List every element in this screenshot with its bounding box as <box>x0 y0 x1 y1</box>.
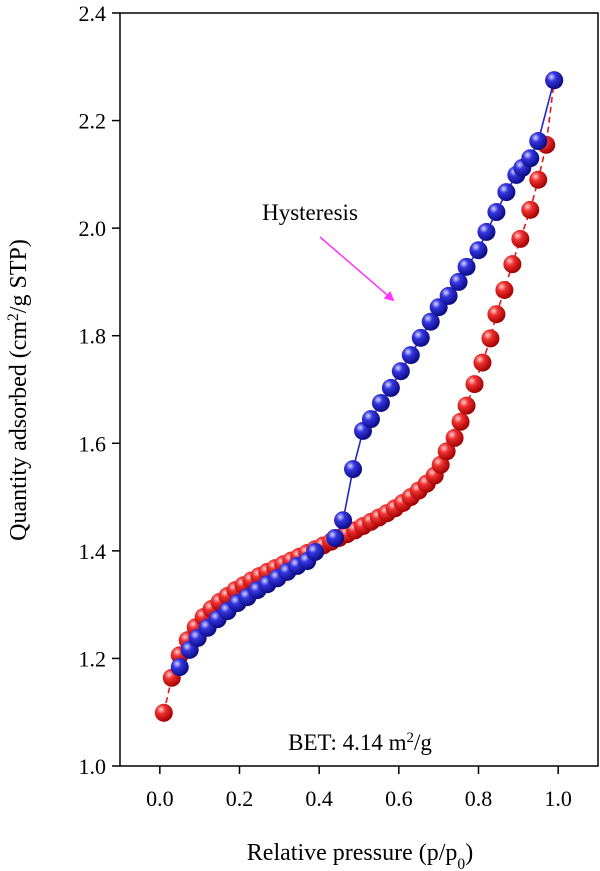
data-point <box>381 378 400 397</box>
data-point <box>326 528 345 547</box>
data-point <box>497 183 516 202</box>
annotation-part: BET: 4.14 m <box>288 730 406 755</box>
y-tick-label: 1.6 <box>79 431 107 456</box>
data-point <box>411 328 430 347</box>
x-tick-label: 1.0 <box>544 786 572 811</box>
data-point <box>361 410 380 429</box>
x-axis-label-part: ) <box>465 840 473 866</box>
data-point <box>529 170 548 189</box>
annotation-part: 2 <box>406 730 413 746</box>
annotation: BET: 4.14 m2/g <box>288 730 432 755</box>
x-tick-label: 0.0 <box>146 786 174 811</box>
x-axis-label-part: Relative pressure (p/p <box>247 840 458 866</box>
data-point <box>529 132 548 151</box>
y-axis-label-part: /g STP) <box>6 239 32 313</box>
data-point <box>477 222 496 241</box>
annotation-part: /g <box>414 730 432 755</box>
data-point <box>457 257 476 276</box>
data-point <box>449 272 468 291</box>
data-point <box>495 280 514 299</box>
data-point <box>545 71 564 90</box>
data-point <box>521 200 540 219</box>
data-point <box>437 442 456 461</box>
plot-frame <box>119 12 599 767</box>
data-point <box>401 346 420 365</box>
x-tick-label: 0.8 <box>465 786 493 811</box>
data-point <box>481 329 500 348</box>
y-tick-label: 1.0 <box>79 754 107 779</box>
annotation: Hysteresis <box>262 200 358 225</box>
y-tick-label: 1.4 <box>79 539 107 564</box>
data-point <box>334 511 353 530</box>
x-tick-label: 0.6 <box>385 786 413 811</box>
y-tick-label: 2.4 <box>79 1 107 26</box>
data-point <box>306 542 325 561</box>
y-tick-label: 2.2 <box>79 109 107 134</box>
data-point <box>154 703 173 722</box>
data-point <box>521 149 540 168</box>
data-point <box>503 255 522 274</box>
data-point <box>445 428 464 447</box>
data-point <box>487 305 506 324</box>
data-point <box>391 362 410 381</box>
data-point <box>465 375 484 394</box>
data-point <box>170 658 189 677</box>
data-point <box>473 353 492 372</box>
y-tick-label: 1.8 <box>79 324 107 349</box>
data-point <box>457 396 476 415</box>
y-tick-label: 1.2 <box>79 646 107 671</box>
x-axis-label-part: 0 <box>457 856 465 871</box>
y-tick-label: 2.0 <box>79 216 107 241</box>
data-point <box>487 203 506 222</box>
data-point <box>371 393 390 412</box>
x-tick-label: 0.4 <box>305 786 333 811</box>
data-point <box>451 412 470 431</box>
y-axis-label-part: Quantity adsorbed (cm <box>6 321 32 541</box>
x-axis-label: Relative pressure (p/p0) <box>247 840 473 871</box>
y-axis-label: Quantity adsorbed (cm2/g STP) <box>5 239 33 541</box>
data-point <box>511 229 530 248</box>
x-tick-label: 0.2 <box>226 786 254 811</box>
data-point <box>439 286 458 305</box>
data-point <box>344 460 363 479</box>
data-point <box>469 241 488 260</box>
data-point <box>431 455 450 474</box>
y-axis-label-part: 2 <box>5 313 22 321</box>
series-line <box>179 80 555 668</box>
annotation-arrow <box>319 236 395 302</box>
data-point <box>421 312 440 331</box>
